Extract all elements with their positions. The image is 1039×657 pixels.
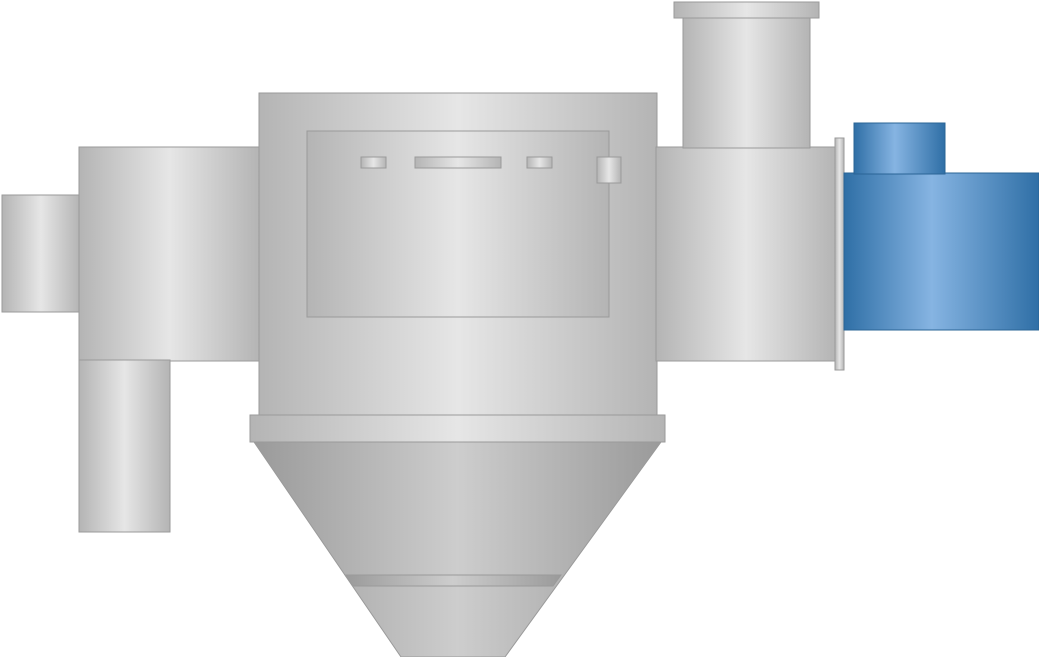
blower-housing: [844, 173, 1039, 330]
conical-hopper: [254, 442, 661, 657]
outlet-duct: [656, 147, 836, 361]
exhaust-cap: [674, 2, 819, 18]
panel-latch-right: [527, 157, 552, 168]
inlet-pipe: [79, 147, 260, 361]
hopper-band: [345, 575, 561, 586]
blower-flange: [835, 138, 844, 370]
hopper-collar: [250, 415, 665, 442]
inlet-stub: [2, 195, 80, 312]
drop-pipe: [79, 360, 170, 532]
blower-outlet: [854, 123, 945, 174]
panel-handle: [415, 157, 501, 168]
panel-gauge: [597, 157, 621, 183]
panel-latch-left: [361, 157, 386, 168]
exhaust-stack: [683, 17, 810, 148]
